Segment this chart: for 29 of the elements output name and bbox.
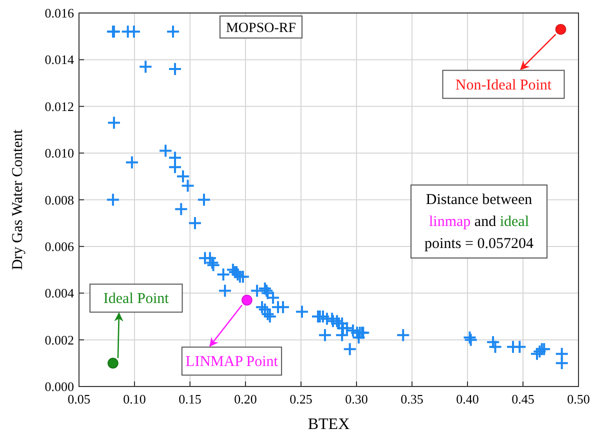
annotation: Non-Ideal Point (455, 77, 552, 94)
x-tick-label: 0.40 (456, 392, 479, 406)
annotation: LINMAP Point (186, 354, 279, 370)
point (555, 24, 566, 35)
annotation: MOPSO-RF (226, 21, 296, 36)
y-tick-label: 0.012 (44, 98, 74, 114)
y-tick-label: 0.000 (44, 379, 74, 394)
x-tick-label: 0.45 (512, 392, 534, 406)
x-tick-label: 0.30 (345, 392, 368, 406)
point (108, 358, 118, 369)
x-axis-title: BTEX (308, 416, 350, 433)
x-tick-label: 0.15 (178, 392, 202, 406)
y-tick-label: 0.008 (44, 192, 74, 208)
y-tick-label: 0.002 (44, 332, 74, 348)
annotation: Ideal Point (103, 291, 170, 308)
x-tick-label: 0.25 (290, 392, 312, 406)
y-tick-label: 0.010 (44, 146, 74, 161)
y-tick-label: 0.014 (44, 52, 74, 68)
y-axis-title: Dry Gas Water Content (10, 128, 26, 270)
x-tick-label: 0.05 (68, 392, 90, 406)
y-tick-label: 0.004 (44, 286, 74, 301)
x-tick-label: 0.20 (234, 392, 257, 406)
y-tick-label: 0.016 (44, 6, 74, 20)
text: Distance between linmap and ideal points = 0.057204 (424, 192, 534, 252)
x-tick-label: 0.10 (123, 392, 146, 406)
x-tick-label: 0.35 (400, 392, 424, 406)
point (242, 294, 252, 306)
y-tick-label: 0.006 (44, 238, 74, 254)
x-tick-label: 0.50 (567, 392, 590, 406)
